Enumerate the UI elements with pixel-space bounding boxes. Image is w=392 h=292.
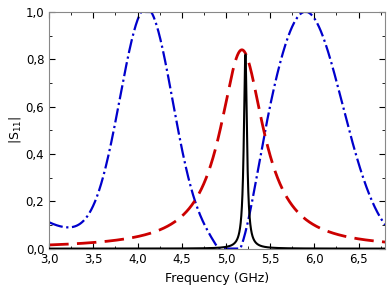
X-axis label: Frequency (GHz): Frequency (GHz): [165, 272, 269, 285]
Y-axis label: |S$_{11}$|: |S$_{11}$|: [7, 116, 23, 145]
